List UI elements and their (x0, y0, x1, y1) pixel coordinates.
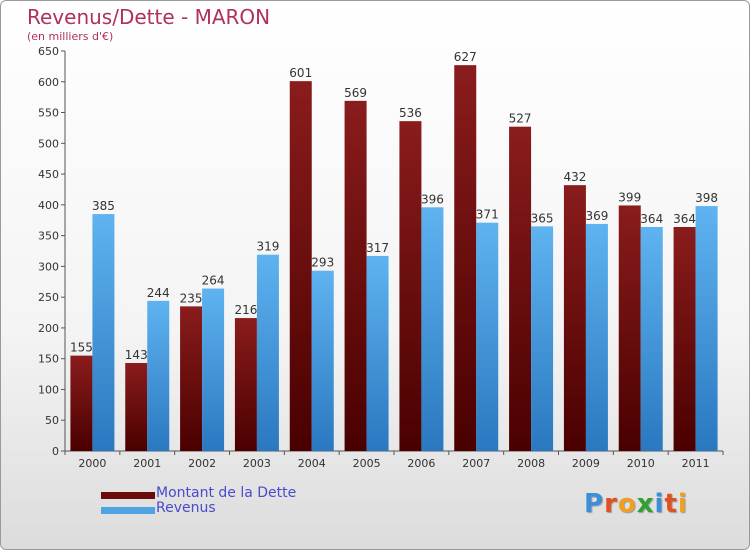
x-tick-label: 2008 (517, 457, 545, 470)
x-tick-label: 2002 (188, 457, 216, 470)
bar-dette (70, 355, 93, 451)
data-label-dette: 155 (70, 341, 93, 355)
legend-swatch-revenus (101, 507, 155, 514)
x-tick-label: 2011 (682, 457, 710, 470)
bar-revenus (531, 226, 554, 451)
data-label-revenus: 293 (311, 256, 334, 270)
axes: 0 50 100 150 200 250 300 350 400 450 500 550 600 650 2… (38, 45, 724, 470)
bar-dette (509, 126, 532, 451)
data-label-revenus: 385 (92, 199, 115, 213)
data-label-revenus: 396 (421, 192, 444, 206)
data-label-revenus: 317 (366, 241, 389, 255)
y-tick-label: 50 (45, 414, 59, 427)
x-tick-label: 2009 (572, 457, 600, 470)
bar-dette (125, 363, 148, 451)
bars: 155 385 143 244 235 264 216 319 601 293 569 317 536 3… (70, 50, 718, 452)
data-label-dette: 143 (125, 348, 148, 362)
bar-dette (618, 205, 641, 451)
y-tick-label: 600 (38, 76, 59, 89)
data-label-dette: 235 (180, 291, 203, 305)
data-label-dette: 216 (234, 303, 257, 317)
bar-revenus (366, 255, 389, 451)
bar-dette (399, 121, 422, 452)
bar-dette (563, 185, 586, 451)
bar-revenus (585, 223, 608, 451)
data-label-dette: 569 (344, 86, 367, 100)
bar-revenus (202, 288, 225, 451)
y-tick-label: 400 (38, 199, 59, 212)
bar-revenus (92, 214, 115, 451)
chart-title: Revenus/Dette - MARON (27, 5, 271, 29)
data-label-revenus: 369 (585, 209, 608, 223)
data-label-revenus: 398 (695, 191, 718, 205)
x-tick-label: 2001 (133, 457, 161, 470)
logo-letter: r (604, 489, 618, 519)
data-label-dette: 432 (563, 170, 586, 184)
x-tick-label: 2010 (627, 457, 655, 470)
x-tick-label: 2006 (407, 457, 435, 470)
x-tick-label: 2004 (298, 457, 326, 470)
x-tick-label: 2007 (462, 457, 490, 470)
legend-label-dette: Montant de la Dette (156, 485, 297, 501)
data-label-revenus: 365 (531, 211, 554, 225)
data-label-revenus: 364 (640, 212, 663, 226)
bar-dette (344, 100, 367, 451)
y-tick-label: 500 (38, 137, 59, 150)
bar-revenus (311, 270, 334, 451)
bar-revenus (476, 222, 499, 451)
y-tick-label: 450 (38, 168, 59, 181)
bar-dette (234, 318, 257, 451)
bar-revenus (640, 227, 663, 451)
data-label-dette: 627 (454, 50, 477, 64)
legend-label-revenus: Revenus (156, 500, 216, 516)
legend-swatch-dette (101, 492, 155, 499)
y-tick-label: 200 (38, 322, 59, 335)
y-tick-label: 300 (38, 260, 59, 273)
y-tick-label: 0 (52, 445, 59, 458)
data-label-dette: 601 (289, 66, 312, 80)
data-label-revenus: 371 (476, 208, 499, 222)
data-label-revenus: 264 (202, 274, 225, 288)
x-tick-label: 2005 (353, 457, 381, 470)
logo-letter: P (584, 489, 605, 519)
logo-letter: i (677, 489, 688, 519)
bar-dette (673, 227, 696, 451)
y-tick-label: 150 (38, 353, 59, 366)
bar-revenus (695, 206, 718, 451)
y-tick-label: 650 (38, 45, 59, 58)
logo-letter: i (654, 489, 665, 519)
data-label-dette: 364 (673, 212, 696, 226)
bar-dette (289, 81, 312, 452)
data-label-revenus: 244 (147, 286, 170, 300)
bar-revenus (147, 300, 170, 451)
data-label-dette: 399 (618, 190, 641, 204)
data-label-dette: 527 (509, 112, 532, 126)
data-label-dette: 536 (399, 106, 422, 120)
logo-letter: t (664, 489, 678, 519)
logo-letter: x (636, 489, 655, 519)
y-tick-label: 250 (38, 291, 59, 304)
y-tick-label: 350 (38, 230, 59, 243)
bar-revenus (256, 254, 279, 451)
y-tick-label: 550 (38, 107, 59, 120)
bar-dette (180, 306, 203, 451)
y-tick-label: 100 (38, 383, 59, 396)
x-tick-label: 2000 (78, 457, 106, 470)
bar-revenus (421, 207, 444, 451)
logo-letter: o (617, 489, 637, 519)
x-tick-label: 2003 (243, 457, 271, 470)
proxiti-logo: Proxiti (584, 489, 688, 519)
chart-subtitle: (en milliers d'€) (27, 30, 114, 43)
data-label-revenus: 319 (256, 240, 279, 254)
bar-dette (454, 65, 477, 452)
